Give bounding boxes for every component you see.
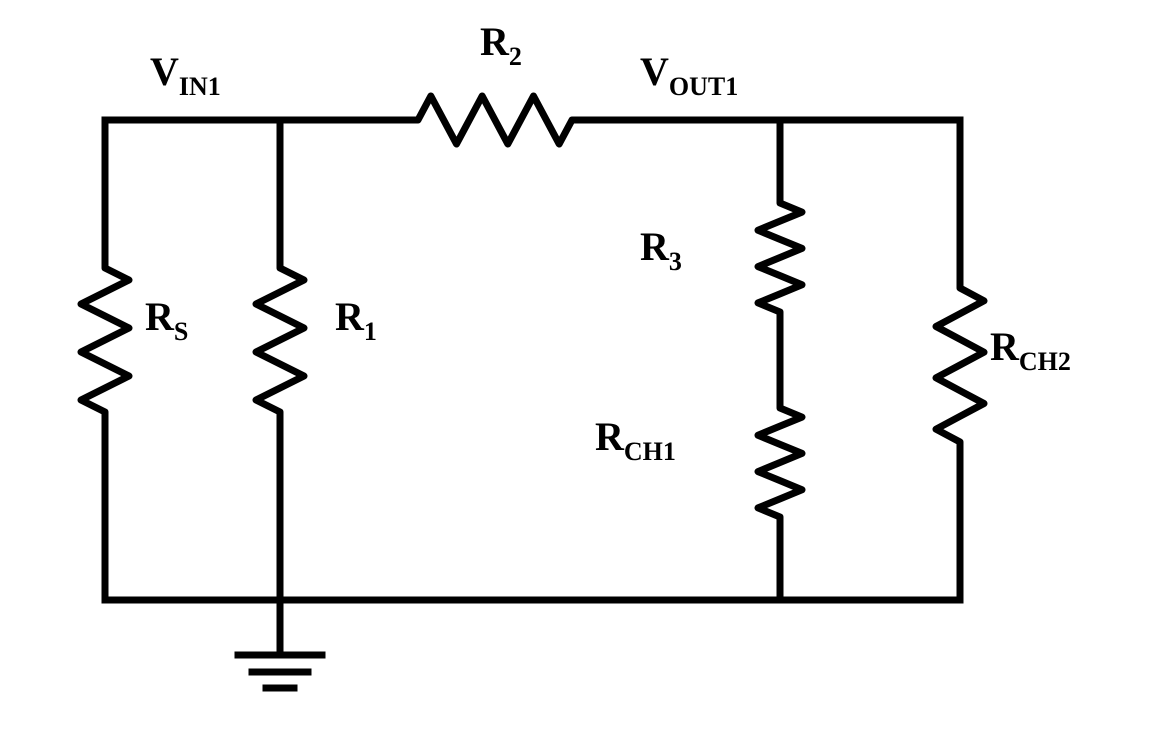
- circuit-diagram: VIN1VOUT1RSR1R2R3RCH1RCH2: [0, 0, 1173, 745]
